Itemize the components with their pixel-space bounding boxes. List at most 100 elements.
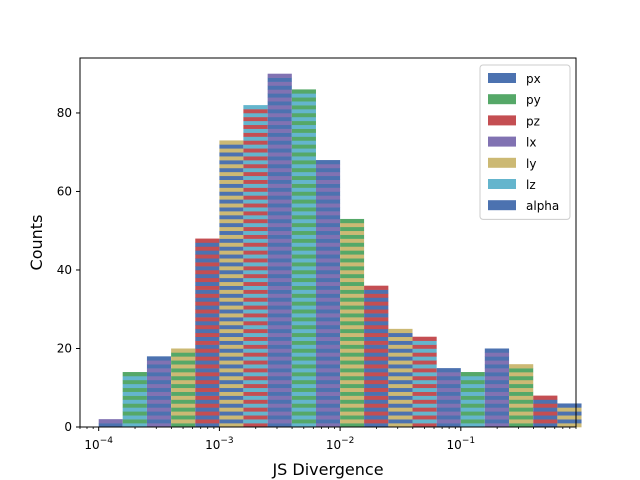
histogram-segment <box>484 348 510 353</box>
histogram-segment <box>267 281 292 286</box>
histogram-segment <box>146 407 172 412</box>
histogram-segment <box>533 415 558 420</box>
x-tick-label: 10−3 <box>205 436 234 452</box>
histogram-segment <box>509 383 534 389</box>
histogram-segment <box>243 379 268 385</box>
histogram-segment <box>267 411 292 416</box>
histogram-segment <box>219 195 244 200</box>
histogram-segment <box>243 285 268 290</box>
histogram-segment <box>340 281 365 286</box>
histogram-segment <box>460 419 485 424</box>
histogram-segment <box>509 407 534 412</box>
histogram-segment <box>340 293 365 298</box>
histogram-segment <box>460 383 485 389</box>
legend-swatch <box>488 94 516 105</box>
histogram-segment <box>412 379 437 385</box>
histogram-segment <box>291 144 316 149</box>
y-tick-label: 20 <box>57 341 72 355</box>
histogram-segment <box>291 328 316 334</box>
histogram-segment <box>412 364 437 369</box>
histogram-segment <box>460 372 485 377</box>
histogram-segment <box>315 160 341 165</box>
histogram-segment <box>340 364 365 369</box>
histogram-segment <box>340 336 365 341</box>
histogram-segment <box>243 203 268 208</box>
histogram-segment <box>412 411 437 416</box>
histogram-segment <box>219 317 244 322</box>
histogram-segment <box>146 360 172 365</box>
histogram-segment <box>364 285 389 290</box>
histogram-segment <box>340 395 365 400</box>
histogram-segment <box>267 116 292 122</box>
histogram-segment <box>484 419 510 424</box>
histogram-segment <box>315 395 341 400</box>
histogram-segment <box>267 403 292 408</box>
histogram-segment <box>436 387 461 392</box>
histogram-segment <box>340 324 365 330</box>
histogram-segment <box>291 375 316 381</box>
histogram-segment <box>364 407 389 412</box>
histogram-segment <box>243 407 268 412</box>
histogram-segment <box>340 372 365 377</box>
histogram-segment <box>557 407 582 412</box>
histogram-segment <box>291 344 316 349</box>
histogram-segment <box>340 297 365 302</box>
histogram-segment <box>243 234 268 239</box>
histogram-segment <box>243 423 268 428</box>
histogram-segment <box>195 242 220 247</box>
histogram-segment <box>340 321 365 326</box>
histogram-segment <box>267 356 292 361</box>
histogram-segment <box>243 281 268 286</box>
histogram-segment <box>340 230 365 235</box>
histogram-segment <box>436 411 461 416</box>
histogram-segment <box>291 246 316 251</box>
histogram-segment <box>388 352 413 357</box>
histogram-segment <box>340 234 365 239</box>
histogram-segment <box>291 238 316 243</box>
histogram-segment <box>267 183 292 188</box>
histogram-segment <box>340 407 365 412</box>
histogram-segment <box>315 277 341 283</box>
histogram-segment <box>171 403 196 408</box>
histogram-segment <box>243 246 268 251</box>
histogram-segment <box>291 124 316 129</box>
histogram-segment <box>219 191 244 196</box>
histogram-segment <box>146 375 172 381</box>
histogram-segment <box>340 269 365 275</box>
histogram-segment <box>340 375 365 381</box>
histogram-segment <box>509 403 534 408</box>
histogram-segment <box>315 348 341 353</box>
histogram-segment <box>364 297 389 302</box>
histogram-segment <box>243 336 268 341</box>
histogram-segment <box>484 360 510 365</box>
histogram-segment <box>195 313 220 318</box>
histogram-segment <box>243 269 268 275</box>
histogram-segment <box>460 399 485 404</box>
histogram-segment <box>291 101 316 106</box>
histogram-segment <box>412 403 437 408</box>
histogram-segment <box>267 156 292 161</box>
histogram-segment <box>557 419 582 424</box>
histogram-segment <box>291 171 316 177</box>
histogram-segment <box>315 175 341 180</box>
histogram-segment <box>364 324 389 330</box>
histogram-segment <box>195 289 220 294</box>
histogram-segment <box>291 281 316 286</box>
histogram-segment <box>219 375 244 381</box>
histogram-segment <box>484 368 510 373</box>
histogram-segment <box>436 423 461 428</box>
histogram-segment <box>146 379 172 385</box>
histogram-segment <box>243 277 268 283</box>
histogram-segment <box>122 379 147 385</box>
histogram-segment <box>267 309 292 314</box>
histogram-segment <box>315 171 341 177</box>
histogram-segment <box>195 391 220 396</box>
histogram-segment <box>219 266 244 271</box>
legend-label: alpha <box>526 199 559 213</box>
histogram-segment <box>340 285 365 290</box>
histogram-segment <box>195 423 220 428</box>
histogram-segment <box>219 344 244 349</box>
histogram-segment <box>122 399 147 404</box>
histogram-segment <box>291 336 316 341</box>
histogram-segment <box>412 360 437 365</box>
